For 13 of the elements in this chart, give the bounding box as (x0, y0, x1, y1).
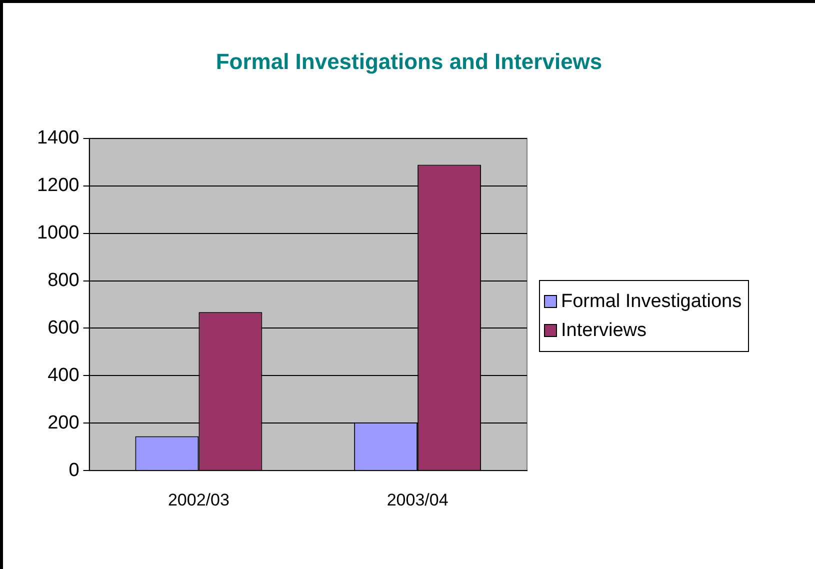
y-tick-label: 200 (48, 412, 80, 434)
y-tick-label: 400 (48, 364, 80, 386)
chart-title: Formal Investigations and Interviews (214, 49, 604, 75)
legend-label: Formal Investigations (561, 290, 742, 314)
legend-label: Interviews (561, 319, 647, 343)
y-tick-label: 1200 (36, 175, 80, 196)
y-tick-label: 1000 (36, 222, 80, 244)
y-tick-label: 800 (48, 270, 80, 292)
y-tick-label: 0 (68, 460, 80, 481)
y-tick-label: 600 (48, 317, 80, 338)
y-tick-label: 1400 (36, 128, 80, 149)
x-tick-label: 2002/03 (168, 490, 230, 510)
x-tick-label: 2003/04 (386, 490, 448, 510)
